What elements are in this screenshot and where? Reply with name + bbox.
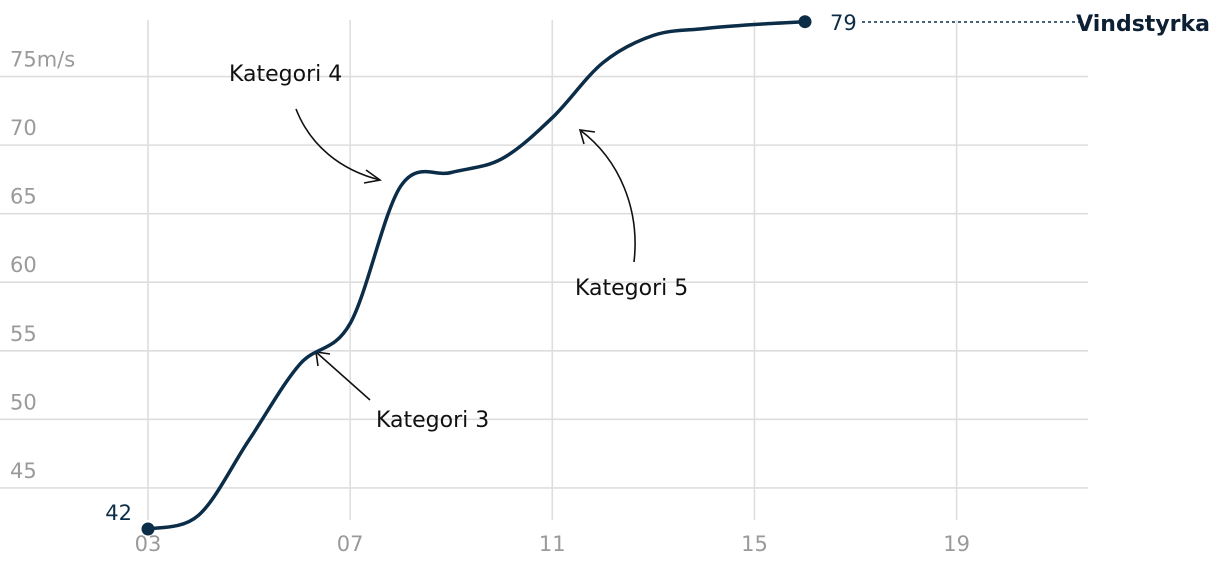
- arrow-kategori-5: [579, 129, 636, 263]
- y-axis-ticks: 75m/s 70 65 60 55 50 45: [10, 48, 75, 483]
- start-point: [141, 522, 155, 536]
- annotation-labels: Kategori 4 Kategori 3 Kategori 5: [229, 62, 688, 433]
- series-line: [146, 19, 807, 531]
- series-label: Vindstyrka: [1076, 12, 1210, 37]
- arrow-kategori-4-head: [363, 169, 382, 184]
- end-point: [798, 15, 812, 29]
- annotation-kategori-3: Kategori 3: [376, 408, 489, 433]
- arrow-kategori-4: [295, 108, 381, 181]
- x-tick-label: 19: [943, 532, 970, 556]
- annotation-kategori-5: Kategori 5: [575, 276, 688, 301]
- y-tick-label: 50: [10, 390, 37, 414]
- y-tick-label: 70: [10, 116, 37, 140]
- arrow-kategori-5-head: [578, 129, 596, 145]
- annotation-arrows: [295, 108, 636, 401]
- annotation-kategori-4: Kategori 4: [229, 62, 342, 87]
- y-tick-label: 75m/s: [10, 48, 75, 72]
- y-tick-label: 65: [10, 185, 37, 209]
- x-tick-label: 15: [741, 532, 768, 556]
- y-tick-label: 60: [10, 253, 37, 277]
- x-tick-label: 11: [539, 532, 566, 556]
- x-tick-label: 07: [337, 532, 364, 556]
- series: [141, 15, 812, 536]
- x-axis-ticks: 03 07 11 15 19: [135, 532, 970, 556]
- end-value-label: 79: [830, 11, 857, 35]
- y-tick-label: 55: [10, 322, 37, 346]
- start-value-label: 42: [105, 501, 132, 525]
- grid: [0, 20, 1088, 520]
- arrow-kategori-3: [315, 351, 371, 401]
- y-tick-label: 45: [10, 459, 37, 483]
- x-tick-label: 03: [135, 532, 162, 556]
